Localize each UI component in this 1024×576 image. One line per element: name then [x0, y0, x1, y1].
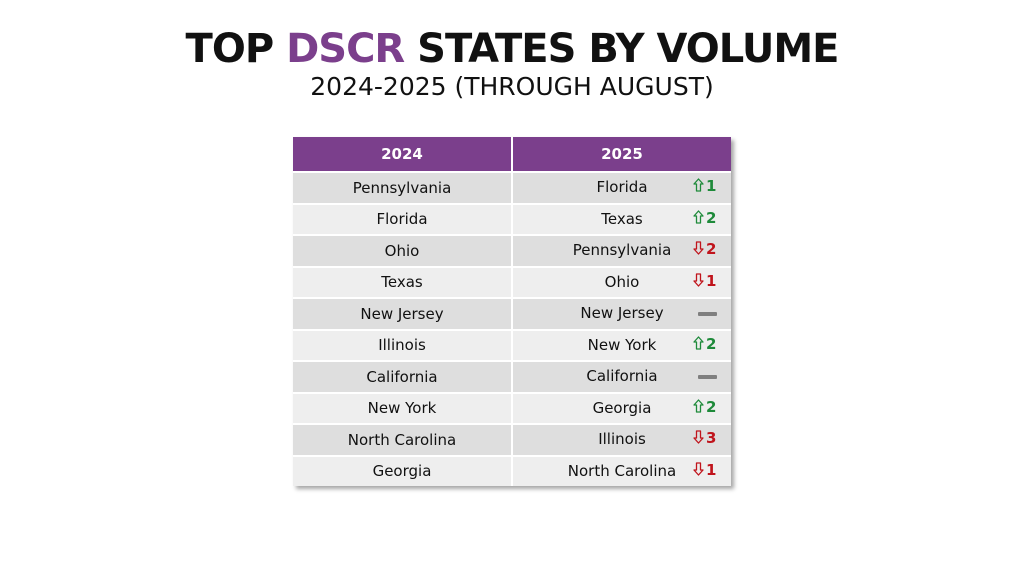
down-arrow-icon: [693, 241, 704, 255]
down-arrow-icon: [693, 461, 704, 476]
state-2025-label: Florida: [596, 178, 648, 196]
up-arrow-icon: [693, 209, 704, 224]
page-title: TOP DSCR STATES BY VOLUME: [0, 26, 1024, 72]
state-2025-cell: Texas 2: [512, 202, 731, 235]
rank-change-value: 2: [706, 208, 717, 227]
rank-change-value: 1: [706, 271, 717, 290]
table-row: Ohio Pennsylvania 2: [293, 234, 731, 267]
state-2025-cell: New Jersey: [512, 297, 731, 330]
state-2025-wrapper: Pennsylvania 2: [513, 236, 731, 266]
rank-change-value: 3: [706, 429, 717, 447]
state-2025-label: Pennsylvania: [572, 241, 672, 259]
state-2024-cell: Illinois: [293, 328, 513, 361]
state-2025-wrapper: New York 2: [513, 331, 731, 361]
state-2025-cell: North Carolina 1: [512, 454, 731, 487]
table-row: Georgia North Carolina 1: [293, 454, 731, 487]
table-row: New York Georgia 2: [293, 391, 731, 424]
state-2024-cell: North Carolina: [293, 423, 513, 456]
title-accent: DSCR: [286, 26, 405, 72]
state-2025-wrapper: Texas 2: [513, 205, 731, 235]
up-arrow-icon: [693, 178, 704, 192]
title-prefix: TOP: [185, 26, 287, 72]
state-2025-wrapper: Illinois 3: [513, 425, 731, 455]
rank-change: 2: [693, 394, 731, 421]
table-row: Texas Ohio 1: [293, 265, 731, 298]
header-row: 2024 2025: [293, 137, 731, 172]
table-row: Pennsylvania Florida 1: [293, 171, 731, 204]
rank-change-value: 2: [706, 240, 717, 258]
state-2025-wrapper: Florida 1: [513, 173, 731, 203]
table-row: Illinois New York 2: [293, 328, 731, 361]
state-2025-cell: Florida 1: [512, 171, 731, 204]
state-2025-wrapper: Georgia 2: [513, 394, 731, 424]
table-row: New Jersey New Jersey: [293, 297, 731, 330]
state-2024-cell: California: [293, 360, 513, 393]
rank-change: 2: [693, 236, 731, 263]
up-arrow-icon: [693, 335, 704, 350]
rank-change: 1: [693, 457, 731, 484]
state-2025-label: New York: [587, 335, 657, 354]
rank-change: 2: [693, 331, 731, 358]
down-arrow-icon: [693, 430, 704, 444]
state-2025-label: Ohio: [604, 272, 640, 291]
state-2025-cell: Georgia 2: [512, 391, 731, 424]
rank-change-value: 1: [706, 177, 717, 195]
column-header-2025: 2025: [512, 137, 731, 172]
table-row: Florida Texas 2: [293, 202, 731, 235]
state-2025-wrapper: Ohio 1: [513, 268, 731, 298]
state-2025-cell: Illinois 3: [512, 423, 731, 456]
up-arrow-icon: [693, 398, 704, 413]
table-row: North Carolina Illinois 3: [293, 423, 731, 456]
state-2025-wrapper: North Carolina 1: [513, 457, 731, 487]
table-body: Pennsylvania Florida 1 Florida Texas 2 Ohio Pen…: [293, 171, 731, 487]
state-2025-label: Georgia: [592, 398, 652, 417]
state-2024-cell: New Jersey: [293, 297, 513, 330]
dash-icon: [698, 375, 717, 379]
rank-change: 2: [693, 205, 731, 232]
state-2024-cell: New York: [293, 391, 513, 424]
rank-change: 1: [693, 268, 731, 295]
title-suffix: STATES BY VOLUME: [404, 26, 839, 72]
state-2025-label: New Jersey: [580, 304, 664, 322]
state-2024-cell: Florida: [293, 202, 513, 235]
state-2025-cell: Ohio 1: [512, 265, 731, 298]
state-2025-label: North Carolina: [567, 461, 677, 480]
state-2024-cell: Pennsylvania: [293, 171, 513, 204]
state-2025-cell: Pennsylvania 2: [512, 234, 731, 267]
state-2025-wrapper: New Jersey: [513, 299, 731, 329]
table-row: California California: [293, 360, 731, 393]
state-2025-wrapper: California: [513, 362, 731, 392]
state-2024-cell: Georgia: [293, 454, 513, 486]
rank-change-value: 2: [706, 397, 717, 416]
state-2025-cell: New York 2: [512, 328, 731, 361]
state-2024-cell: Ohio: [293, 234, 513, 267]
state-2025-label: Texas: [601, 209, 643, 228]
down-arrow-icon: [693, 272, 704, 287]
state-2025-label: California: [586, 367, 658, 385]
ranking-table: 2024 2025 Pennsylvania Florida 1 Florida Tex…: [293, 137, 731, 486]
page-subtitle: 2024-2025 (THROUGH AUGUST): [310, 72, 714, 101]
state-2025-label: Illinois: [598, 430, 646, 448]
rank-change: 3: [693, 425, 731, 452]
dash-icon: [698, 312, 717, 316]
state-2025-cell: California: [512, 360, 731, 393]
column-header-2024: 2024: [293, 137, 513, 172]
rank-change-value: 2: [706, 334, 717, 353]
rank-change: 1: [693, 173, 731, 200]
ranking-table-container: 2024 2025 Pennsylvania Florida 1 Florida Tex…: [293, 137, 731, 486]
state-2024-cell: Texas: [293, 265, 513, 298]
rank-change-value: 1: [706, 460, 717, 479]
